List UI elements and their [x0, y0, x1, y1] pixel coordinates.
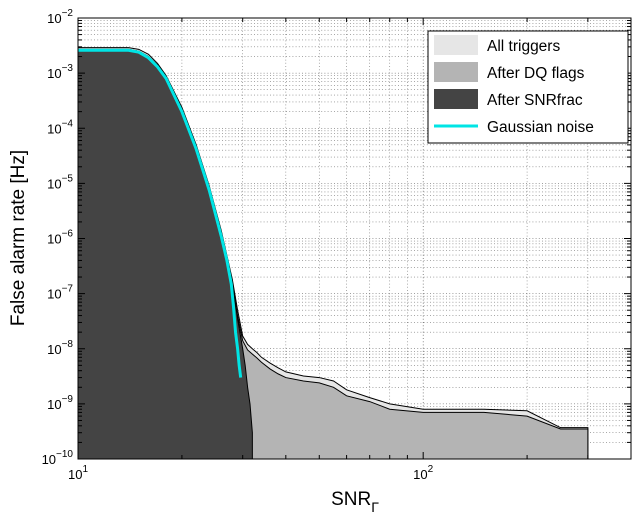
legend-label: After DQ flags	[487, 65, 585, 82]
y-tick-label: 10−10	[42, 449, 74, 467]
x-tick-label: 102	[413, 464, 433, 482]
y-tick-label: 10−9	[47, 394, 73, 412]
line-gaussian-noise	[78, 48, 243, 378]
y-tick-label: 10−5	[47, 173, 73, 191]
x-tick-label: 101	[68, 464, 88, 482]
legend-label: Gaussian noise	[487, 119, 594, 136]
data-lines	[78, 48, 243, 378]
tick-labels: 101 102 10−10 10−9 10−8 10−7 10−6 10−5 10−4 10−3 1…	[42, 8, 434, 482]
x-axis-label-subscript: Γ	[371, 499, 379, 515]
legend-label: All triggers	[487, 38, 560, 55]
x-axis-label: SNRΓ	[331, 489, 379, 515]
legend-label: After SNRfrac	[487, 92, 583, 109]
legend: All triggers After DQ flags After SNRfrac G…	[427, 30, 629, 144]
y-tick-label: 10−6	[47, 229, 73, 247]
y-tick-label: 10−2	[47, 8, 73, 26]
y-tick-label: 10−8	[47, 339, 73, 357]
y-tick-label: 10−7	[47, 284, 73, 302]
y-tick-label: 10−3	[47, 63, 73, 81]
legend-swatch	[434, 89, 478, 109]
legend-swatch	[434, 62, 478, 82]
y-axis-label: False alarm rate [Hz]	[8, 150, 29, 326]
legend-swatch	[434, 35, 478, 55]
y-tick-label: 10−4	[47, 118, 73, 136]
